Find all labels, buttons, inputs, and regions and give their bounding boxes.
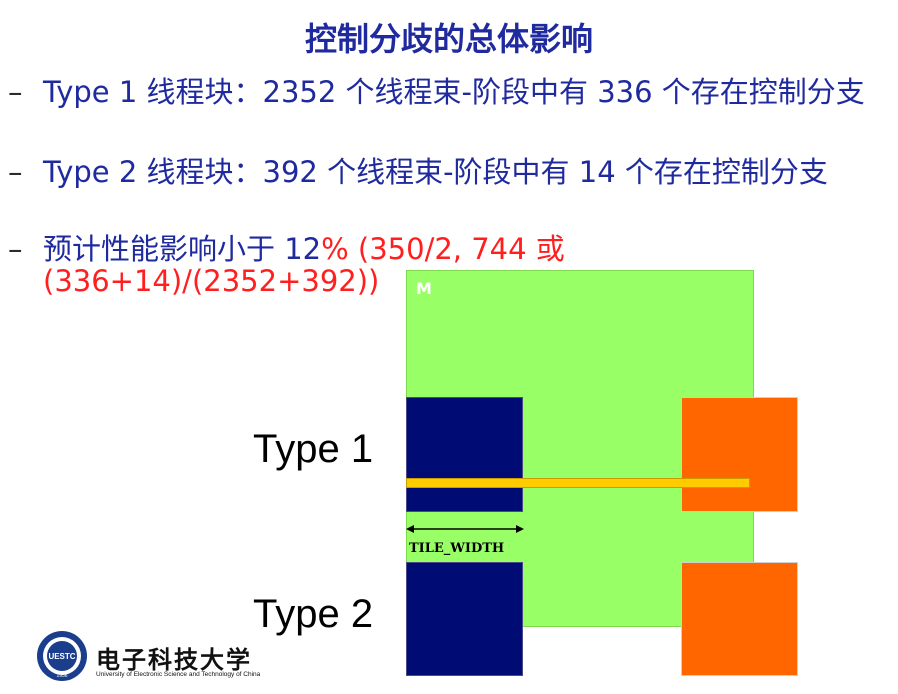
type2-orange-tile	[681, 562, 798, 676]
bullet-dash: –	[8, 75, 23, 109]
estimate-text: 预计性能影响小于 12	[43, 232, 322, 266]
m-label: M	[416, 279, 432, 298]
bullet-dash: –	[8, 232, 23, 266]
slide-title: 控制分歧的总体影响	[304, 20, 593, 58]
type2-label: Type 2	[253, 592, 374, 636]
type1-navy-tile	[406, 397, 523, 512]
tile-width-label: TILE_WIDTH	[409, 541, 505, 556]
bullet-text: Type 2 线程块：392 个线程束-阶段中有 14 个存在控制分支	[43, 155, 828, 189]
thread-row-bar	[406, 478, 750, 488]
estimate-formula: % (350/2, 744 或 (336+14)/(2352+392))	[43, 232, 565, 298]
seal-year: 1956	[56, 673, 67, 679]
bullet-text: Type 1 线程块：2352 个线程束-阶段中有 336 个存在控制分支	[43, 75, 865, 109]
seal-text: UESTC	[48, 652, 75, 661]
university-name-en: University of Electronic Science and Tec…	[96, 671, 261, 678]
university-name-cn: 电子科技大学	[96, 645, 252, 674]
bullet-dash: –	[8, 155, 23, 189]
type1-label: Type 1	[253, 427, 374, 471]
bullet-text: 预计性能影响小于 12% (350/2, 744 或 (336+14)/(235…	[43, 233, 633, 297]
tile-width-arrow	[406, 525, 524, 533]
type1-orange-tile	[681, 397, 798, 512]
type2-navy-tile	[406, 562, 523, 676]
university-seal-icon: UESTC 1956	[37, 631, 87, 681]
